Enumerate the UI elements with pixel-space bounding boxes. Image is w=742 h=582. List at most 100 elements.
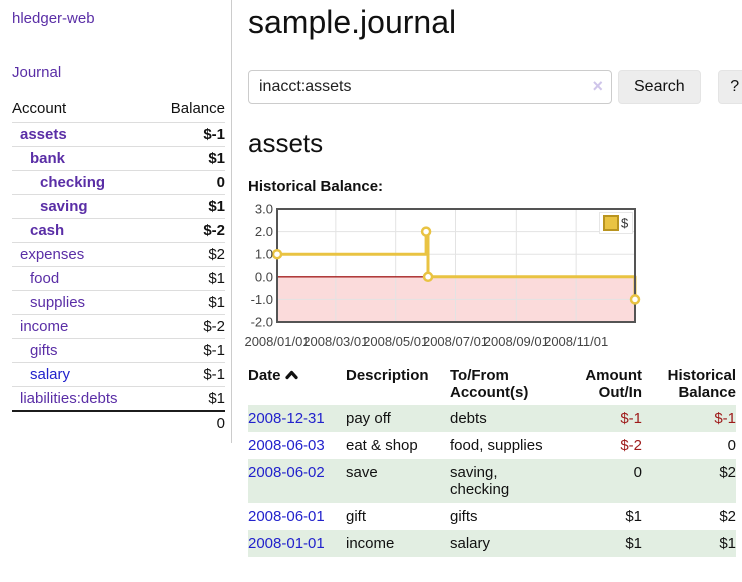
account-link[interactable]: checking bbox=[40, 174, 106, 191]
accounts-header-balance: Balance bbox=[152, 98, 225, 123]
account-link[interactable]: saving bbox=[40, 198, 88, 215]
register-row: 2008-06-03 eat & shop food, supplies $-2 0 bbox=[248, 432, 736, 459]
account-row: checking 0 bbox=[12, 170, 225, 195]
account-balance: 0 bbox=[152, 170, 225, 195]
account-row: bank $1 bbox=[12, 146, 225, 171]
transaction-accounts: saving, checking bbox=[450, 459, 560, 503]
svg-text:-2.0: -2.0 bbox=[251, 315, 273, 330]
help-button[interactable]: ? bbox=[717, 70, 742, 104]
account-link[interactable]: cash bbox=[30, 222, 65, 239]
account-row: gifts $-1 bbox=[12, 338, 225, 363]
account-link[interactable]: bank bbox=[30, 150, 66, 167]
transaction-balance: $2 bbox=[642, 459, 736, 503]
nav-journal-link[interactable]: Journal bbox=[12, 64, 62, 81]
svg-text:2008/07/01: 2008/07/01 bbox=[423, 334, 488, 349]
transaction-description: gift bbox=[346, 508, 367, 525]
svg-text:2008/05/01: 2008/05/01 bbox=[363, 334, 428, 349]
transaction-description: save bbox=[346, 459, 450, 503]
register-header-amount: Amount Out/In bbox=[585, 367, 642, 401]
account-row: income $-2 bbox=[12, 314, 225, 339]
account-link[interactable]: food bbox=[30, 270, 60, 287]
transaction-description: pay off bbox=[346, 405, 450, 432]
svg-text:2008/11/01: 2008/11/01 bbox=[544, 334, 608, 349]
svg-text:2008/09/01: 2008/09/01 bbox=[484, 334, 549, 349]
app-root: hledger-web Journal Account Balance asse… bbox=[0, 0, 742, 557]
register-row: 2008-12-31 pay off debts $-1 $-1 bbox=[248, 405, 736, 432]
register-row: 2008-06-02 save saving, checking 0 $2 bbox=[248, 459, 736, 503]
account-row: expenses $2 bbox=[12, 242, 225, 267]
search-button[interactable]: Search bbox=[618, 70, 701, 104]
main-panel: sample.journal × Search ? assets Histori… bbox=[232, 0, 742, 557]
register-header-date[interactable]: Date bbox=[248, 365, 346, 405]
account-row: salary $-1 bbox=[12, 362, 225, 387]
account-link[interactable]: expenses bbox=[20, 246, 85, 263]
historical-balance-chart: $3.0 2.0 1.0 0.0 -1.0 -2.0 2008/01/012008/03/0… bbox=[244, 202, 641, 349]
account-link[interactable]: salary bbox=[30, 366, 71, 383]
account-row: food $1 bbox=[12, 266, 225, 291]
search-input[interactable] bbox=[248, 70, 612, 104]
accounts-total-value: 0 bbox=[152, 410, 225, 435]
transaction-balance: $-1 bbox=[642, 405, 736, 432]
accounts-total-row: 0 bbox=[12, 410, 225, 435]
transaction-date-link[interactable]: 2008-06-03 bbox=[248, 437, 325, 454]
account-link[interactable]: assets bbox=[20, 126, 67, 143]
account-row: cash $-2 bbox=[12, 218, 225, 243]
account-row: supplies $1 bbox=[12, 290, 225, 315]
account-balance: $1 bbox=[152, 386, 225, 411]
account-balance: $2 bbox=[152, 242, 225, 267]
sort-ascending-icon bbox=[284, 367, 298, 384]
svg-text:3.0: 3.0 bbox=[255, 202, 273, 217]
app-title-link[interactable]: hledger-web bbox=[12, 10, 95, 27]
svg-text:1.0: 1.0 bbox=[255, 247, 273, 262]
transaction-balance: $2 bbox=[719, 508, 736, 525]
transaction-accounts: gifts bbox=[450, 508, 478, 525]
transaction-accounts: debts bbox=[450, 405, 560, 432]
register-header-balance: Historical Balance bbox=[667, 367, 736, 401]
accounts-table: Account Balance assets $-1 bank $1 checking 0… bbox=[12, 98, 225, 435]
search-bar: × Search ? bbox=[248, 70, 742, 104]
account-row: saving $1 bbox=[12, 194, 225, 219]
transaction-amount: $-2 bbox=[620, 437, 642, 454]
transaction-date-link[interactable]: 2008-01-01 bbox=[248, 535, 325, 552]
account-balance: $1 bbox=[152, 146, 225, 171]
chart-title: Historical Balance: bbox=[248, 178, 384, 195]
transaction-amount: $1 bbox=[625, 508, 642, 525]
svg-text:2008/01/01: 2008/01/01 bbox=[244, 334, 309, 349]
transaction-description: income bbox=[346, 530, 450, 557]
clear-search-icon[interactable]: × bbox=[592, 76, 603, 96]
svg-text:$: $ bbox=[621, 216, 629, 231]
account-row: liabilities:debts $1 bbox=[12, 386, 225, 411]
register-table: Date Description To/From Account(s) Amou… bbox=[248, 365, 736, 557]
svg-text:2.0: 2.0 bbox=[255, 224, 273, 239]
sidebar: hledger-web Journal Account Balance asse… bbox=[0, 0, 232, 443]
transaction-balance: $1 bbox=[642, 530, 736, 557]
account-balance: $-2 bbox=[152, 218, 225, 243]
accounts-header-account: Account bbox=[12, 98, 153, 123]
transaction-date-link[interactable]: 2008-06-01 bbox=[248, 508, 325, 525]
account-heading: assets bbox=[248, 128, 324, 158]
account-balance: $-1 bbox=[152, 122, 225, 147]
transaction-description: eat & shop bbox=[346, 437, 418, 454]
page-title: sample.journal bbox=[248, 4, 457, 40]
transaction-amount: 0 bbox=[560, 459, 642, 503]
transaction-date-link[interactable]: 2008-12-31 bbox=[248, 410, 325, 427]
svg-text:2008/03/01: 2008/03/01 bbox=[303, 334, 368, 349]
account-balance: $1 bbox=[152, 290, 225, 315]
account-balance: $-2 bbox=[152, 314, 225, 339]
account-balance: $1 bbox=[152, 194, 225, 219]
account-link[interactable]: gifts bbox=[30, 342, 58, 359]
account-link[interactable]: income bbox=[20, 318, 69, 335]
transaction-balance: 0 bbox=[727, 437, 736, 454]
account-row: assets $-1 bbox=[12, 122, 225, 147]
transaction-amount: $1 bbox=[560, 530, 642, 557]
transaction-date-link[interactable]: 2008-06-02 bbox=[248, 464, 325, 481]
account-link[interactable]: supplies bbox=[30, 294, 86, 311]
svg-text:0.0: 0.0 bbox=[255, 269, 273, 284]
svg-text:-1.0: -1.0 bbox=[251, 292, 273, 307]
register-row: 2008-01-01 income salary $1 $1 bbox=[248, 530, 736, 557]
account-balance: $-1 bbox=[152, 338, 225, 363]
account-link[interactable]: liabilities:debts bbox=[20, 390, 118, 407]
register-row: 2008-06-01 gift gifts $1 $2 bbox=[248, 503, 736, 530]
account-balance: $-1 bbox=[152, 362, 225, 387]
transaction-amount: $-1 bbox=[560, 405, 642, 432]
